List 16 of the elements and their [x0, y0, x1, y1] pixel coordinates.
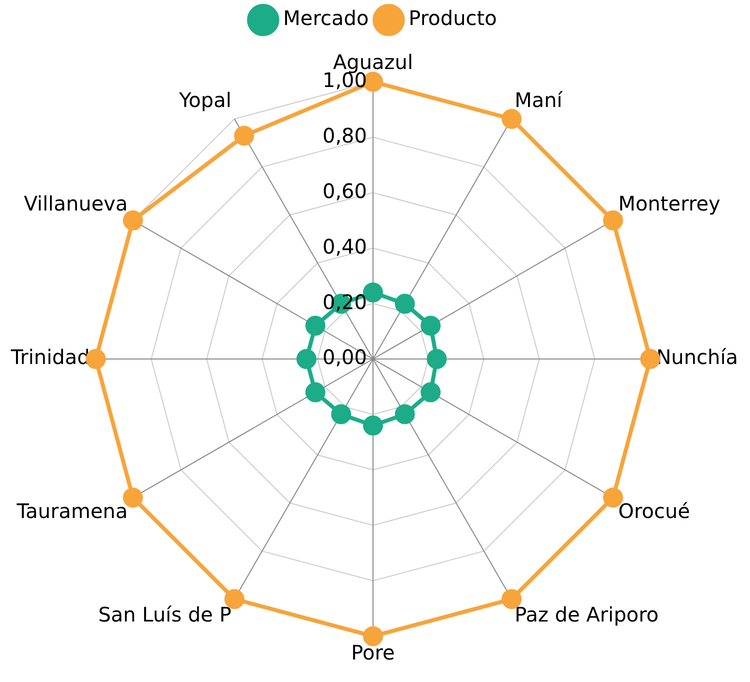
y-tick-label: 0,00 — [322, 345, 367, 370]
y-tick-label: 0,60 — [322, 178, 367, 203]
spoke-label: Villanueva — [24, 192, 128, 216]
legend-label: Mercado — [283, 6, 369, 30]
spoke-label: Maní — [514, 88, 564, 112]
spoke-label: Tauramena — [16, 498, 128, 523]
spoke-label: Yopal — [178, 88, 232, 112]
spoke-label: Paz de Ariporo — [514, 602, 659, 626]
spoke-label: Orocué — [618, 498, 690, 523]
spoke-label: Pore — [351, 640, 395, 664]
y-tick-label: 0,80 — [322, 123, 367, 148]
spoke-label: Aguazul — [332, 50, 414, 74]
spoke-label: Monterrey — [618, 192, 721, 216]
y-tick-label: 0,40 — [322, 234, 367, 258]
legend-label: Producto — [408, 6, 497, 30]
spoke-label: San Luís de P — [98, 602, 232, 626]
